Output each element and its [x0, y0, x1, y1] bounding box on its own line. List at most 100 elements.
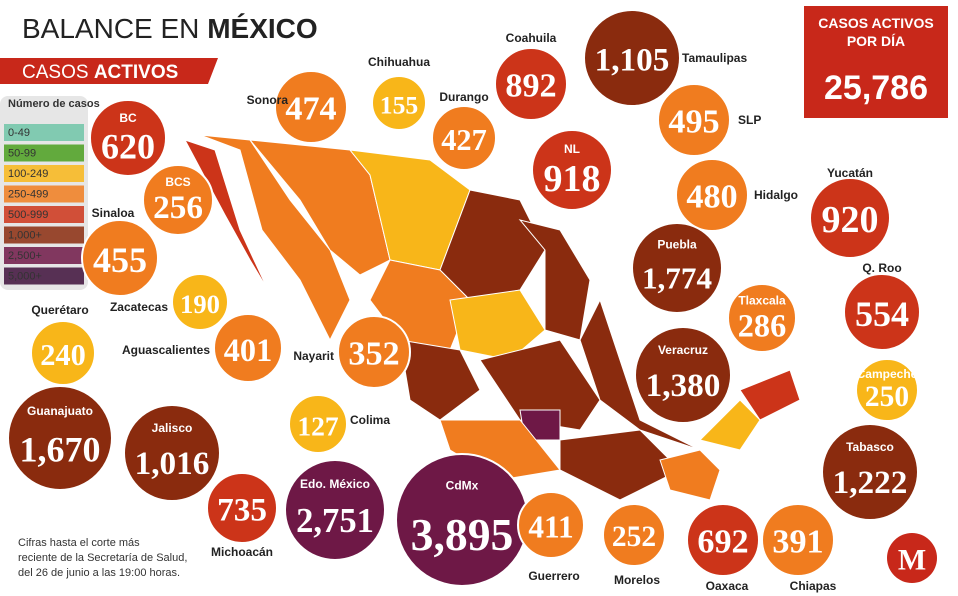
legend-label: 50-99 [8, 148, 36, 160]
state-value: 3,895 [411, 509, 514, 560]
state-bubble [843, 273, 921, 351]
state-value: 620 [101, 126, 155, 166]
legend-swatch [4, 144, 84, 162]
state-bubble [431, 105, 497, 171]
state-name: Aguascalientes [122, 343, 210, 357]
state-value: 455 [93, 240, 147, 280]
legend-swatch [4, 185, 84, 203]
state-value: 252 [612, 521, 656, 553]
state-bubble [761, 503, 835, 577]
state-name: Durango [439, 90, 488, 104]
state-bubble [631, 222, 723, 314]
state-name: SLP [738, 113, 761, 127]
state-bubble [602, 503, 666, 567]
subtitle-bold: ACTIVOS [94, 62, 178, 83]
state-bubble [142, 164, 214, 236]
state-value: 256 [153, 189, 203, 226]
state-value: 692 [697, 524, 748, 561]
state-value: 401 [224, 332, 272, 368]
legend-swatch [4, 247, 84, 264]
state-bubble [809, 177, 891, 259]
total-value: 25,786 [824, 69, 928, 107]
state-name: Jalisco [152, 421, 193, 435]
state-name: CdMx [446, 479, 479, 493]
logo-text: M [898, 544, 926, 577]
state-bubble [81, 219, 159, 297]
subtitle: CASOS ACTIVOS [22, 62, 178, 83]
legend-swatch [4, 165, 84, 182]
state-bubble [213, 313, 283, 383]
state-bubble [284, 459, 386, 561]
state-bubble [634, 326, 732, 424]
state-name: Chihuahua [368, 55, 430, 69]
state-name: Nayarit [293, 349, 334, 363]
state-bubble [657, 83, 731, 157]
state-name: Morelos [614, 573, 660, 587]
legend-swatch [4, 226, 84, 244]
state-bubble [517, 491, 585, 559]
state-value: 352 [348, 336, 399, 373]
state-name: Sonora [247, 93, 289, 107]
state-bubble [171, 273, 229, 331]
state-value: 1,774 [642, 260, 712, 295]
state-name: Veracruz [658, 343, 708, 357]
state-name: Tabasco [846, 440, 894, 454]
state-bubble [531, 129, 613, 211]
state-name: Tamaulipas [682, 51, 747, 65]
state-bubble [274, 70, 348, 144]
state-value: 2,751 [296, 502, 374, 540]
state-bubble [89, 99, 167, 177]
state-value: 920 [822, 199, 879, 241]
state-value: 427 [441, 123, 487, 157]
state-bubble [727, 283, 797, 353]
subtitle-text: CASOS [22, 62, 89, 83]
state-name: NL [564, 142, 580, 156]
title: BALANCE EN MÉXICO [22, 13, 318, 44]
state-bubble [855, 358, 919, 422]
legend-label: 0-49 [8, 127, 30, 139]
state-name: Zacatecas [110, 300, 168, 314]
state-bubble [371, 75, 427, 131]
state-bubble [686, 503, 760, 577]
title-bold: MÉXICO [207, 13, 317, 44]
state-bubble [288, 394, 348, 454]
subtitle-bar [0, 58, 218, 84]
state-bubble [123, 404, 221, 502]
state-value: 391 [772, 524, 823, 561]
state-bubble [337, 315, 411, 389]
state-bubble [821, 423, 919, 521]
state-value: 1,016 [135, 445, 210, 482]
state-name: Edo. México [300, 477, 370, 491]
state-bubble [206, 472, 278, 544]
title-text: BALANCE EN [22, 13, 199, 44]
state-value: 918 [544, 158, 601, 200]
state-bubble [7, 385, 113, 491]
state-value: 1,222 [833, 464, 908, 501]
state-value: 127 [297, 411, 339, 442]
legend-label: 2,500+ [8, 250, 42, 262]
state-bubble [583, 9, 681, 107]
state-name: BCS [165, 175, 190, 189]
state-name: Colima [350, 413, 390, 427]
state-value: 286 [738, 307, 786, 343]
state-name: Sinaloa [92, 206, 135, 220]
logo [887, 533, 937, 583]
total-label: CASOS ACTIVOS POR DÍA [818, 15, 933, 49]
state-name: Coahuila [506, 31, 557, 45]
state-value: 892 [505, 68, 556, 105]
footnote: reciente de la Secretaría de Salud, [18, 552, 187, 564]
state-value: 474 [285, 91, 336, 128]
state-value: 735 [217, 492, 267, 529]
state-value: 1,670 [20, 429, 101, 469]
state-name: BC [119, 111, 137, 125]
state-value: 1,105 [595, 42, 670, 79]
state-name: Campeche [857, 367, 918, 381]
legend-label: 1,000+ [8, 230, 42, 242]
state-value: 1,380 [646, 367, 721, 404]
state-name: Guanajuato [27, 404, 93, 418]
state-name: Guerrero [528, 569, 579, 583]
legend-title: Número de casos [8, 98, 100, 110]
state-value: 240 [40, 338, 86, 372]
legend-label: 5,000+ [8, 271, 42, 283]
